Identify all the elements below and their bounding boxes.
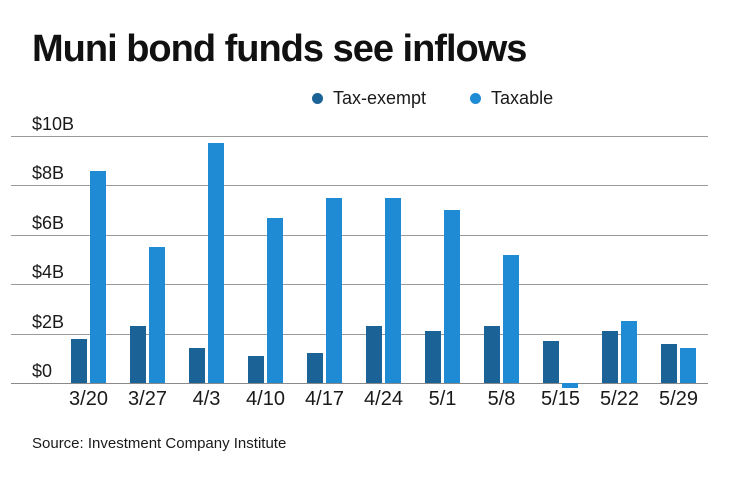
bar-group — [59, 136, 118, 383]
bar-group — [472, 136, 531, 383]
bar-tax-exempt — [307, 353, 323, 383]
y-tick-label: $10B — [32, 114, 75, 134]
bar-group — [531, 136, 590, 388]
bar-tax-exempt — [71, 338, 87, 383]
bar-group — [295, 136, 354, 383]
gridline — [11, 284, 708, 286]
bar-group — [118, 136, 177, 383]
x-tick-label: 5/1 — [428, 388, 457, 410]
bar-tax-exempt — [543, 341, 559, 383]
legend-item-tax-exempt: Tax-exempt — [312, 88, 426, 109]
x-tick-label: 5/15 — [541, 388, 580, 410]
bar-tax-exempt — [425, 331, 441, 383]
x-tick-label: 4/3 — [192, 388, 221, 410]
bar-groups — [59, 136, 708, 388]
gridline — [11, 333, 708, 335]
bar-group — [236, 136, 295, 383]
bar-tax-exempt — [602, 331, 618, 383]
bar-taxable — [326, 197, 342, 383]
y-tick-label: $2B — [32, 311, 65, 332]
bar-taxable — [503, 254, 519, 383]
y-tick-label: $8B — [32, 163, 65, 184]
bar-group — [649, 136, 708, 383]
bar-taxable — [90, 170, 106, 383]
legend-item-taxable: Taxable — [470, 88, 553, 109]
x-tick-label: 5/8 — [487, 388, 516, 410]
tax-exempt-dot-icon — [312, 93, 323, 104]
bar-taxable — [385, 197, 401, 383]
bar-group — [590, 136, 649, 383]
bar-group — [413, 136, 472, 383]
taxable-dot-icon — [470, 93, 482, 104]
gridline — [11, 234, 708, 236]
bar-tax-exempt — [366, 326, 382, 383]
bar-taxable — [621, 321, 637, 383]
legend: Tax-exempt Taxable — [312, 88, 553, 109]
x-tick-label: 4/24 — [364, 388, 403, 410]
x-labels: 3/20 3/27 4/3 4/10 4/17 4/24 5/1 5/8 5/15 5/22 5/2… — [59, 388, 708, 411]
y-tick-label: $4B — [32, 262, 65, 283]
bar-tax-exempt — [130, 326, 146, 383]
plot-area: $10B $8B $6B $4B $2B $0 — [11, 114, 708, 388]
x-tick-label: 3/20 — [69, 388, 108, 410]
x-tick-label: 4/10 — [246, 388, 285, 410]
bar-taxable — [562, 383, 578, 388]
legend-label-taxable: Taxable — [491, 88, 554, 108]
x-tick-label: 3/27 — [128, 388, 167, 410]
x-tick-label: 5/22 — [600, 388, 639, 410]
bar-taxable — [444, 210, 460, 383]
bar-tax-exempt — [248, 355, 264, 383]
x-tick-label: 4/17 — [305, 388, 344, 410]
source-credit: Source: Investment Company Institute — [32, 435, 287, 452]
bar-taxable — [208, 143, 224, 383]
bar-taxable — [149, 247, 165, 383]
gridline — [11, 136, 708, 137]
bar-taxable — [267, 217, 283, 383]
legend-label-tax-exempt: Tax-exempt — [333, 88, 427, 108]
bar-tax-exempt — [189, 348, 205, 383]
x-tick-label: 5/29 — [659, 388, 698, 410]
y-tick-label: $6B — [32, 212, 65, 233]
bar-tax-exempt — [484, 326, 500, 383]
gridline — [11, 185, 708, 187]
bar-taxable — [680, 348, 696, 383]
bar-group — [354, 136, 413, 383]
x-axis-line — [11, 383, 708, 384]
y-tick-label: $0 — [32, 361, 53, 381]
bar-tax-exempt — [661, 343, 677, 383]
bar-group — [177, 136, 236, 383]
chart-title: Muni bond funds see inflows — [32, 28, 527, 70]
